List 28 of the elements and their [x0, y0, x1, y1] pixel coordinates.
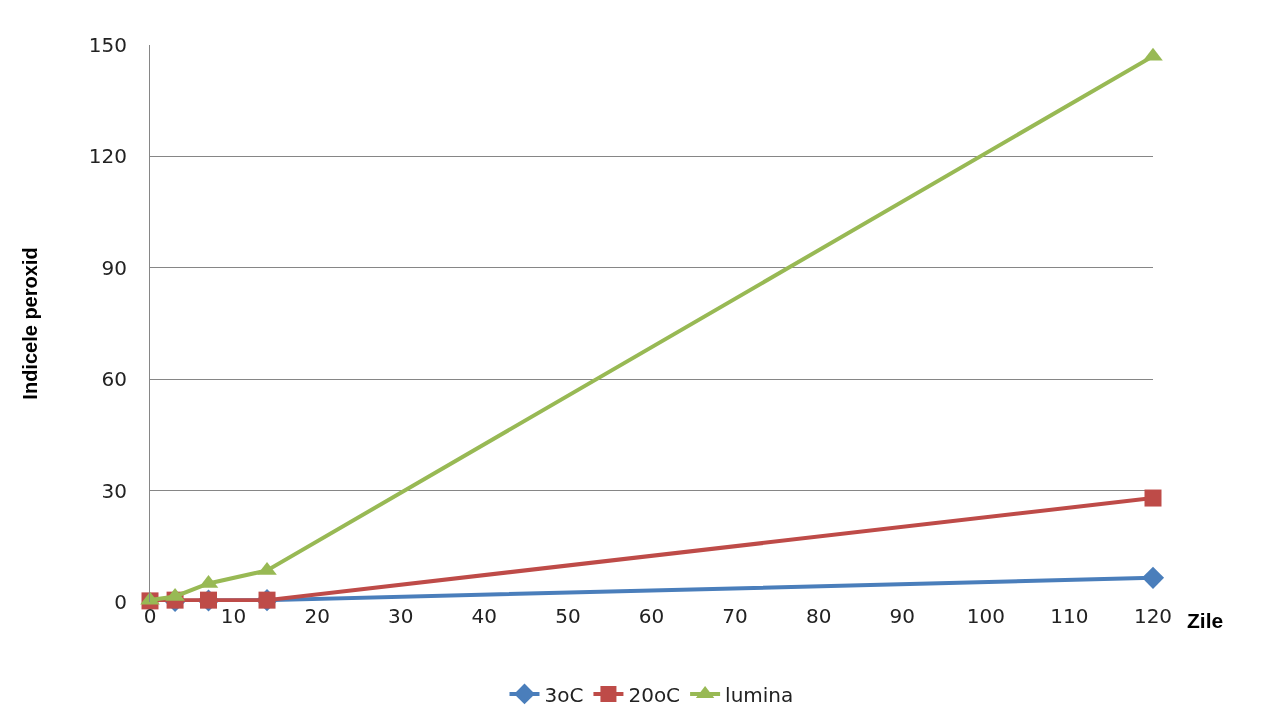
point [1143, 47, 1163, 61]
x-tick-label: 50 [555, 604, 581, 628]
x-tick-label: 100 [966, 604, 1005, 628]
point [165, 587, 185, 601]
point [257, 561, 277, 575]
x-tick-label: 70 [722, 604, 748, 628]
legend-label: 20oC [628, 682, 681, 707]
point [1141, 566, 1165, 589]
y-tick-label: 90 [101, 255, 127, 280]
x-tick-label: 20 [304, 604, 330, 628]
y-axis-title: Indicele peroxid [19, 247, 42, 400]
x-tick-label: 10 [220, 604, 247, 628]
x-tick-label: 40 [471, 604, 498, 628]
x-tick-label: 110 [1050, 604, 1089, 628]
x-tick-label: 90 [889, 604, 915, 628]
y-tick-label: 120 [88, 144, 127, 169]
x-tick-label: 60 [638, 604, 665, 628]
y-tick-label: 150 [88, 33, 127, 57]
y-tick-label: 30 [101, 478, 127, 503]
point [1144, 489, 1162, 507]
x-tick-label: 30 [388, 604, 414, 628]
x-tick-label: 0 [143, 604, 157, 628]
legend-label: lumina [725, 682, 794, 707]
x-tick-label: 80 [805, 604, 832, 628]
y-tick-label: 60 [101, 367, 127, 392]
x-tick-label: 120 [1133, 604, 1173, 628]
x-axis-title: Zile [1187, 609, 1224, 632]
legend-label: 3oC [544, 682, 584, 707]
